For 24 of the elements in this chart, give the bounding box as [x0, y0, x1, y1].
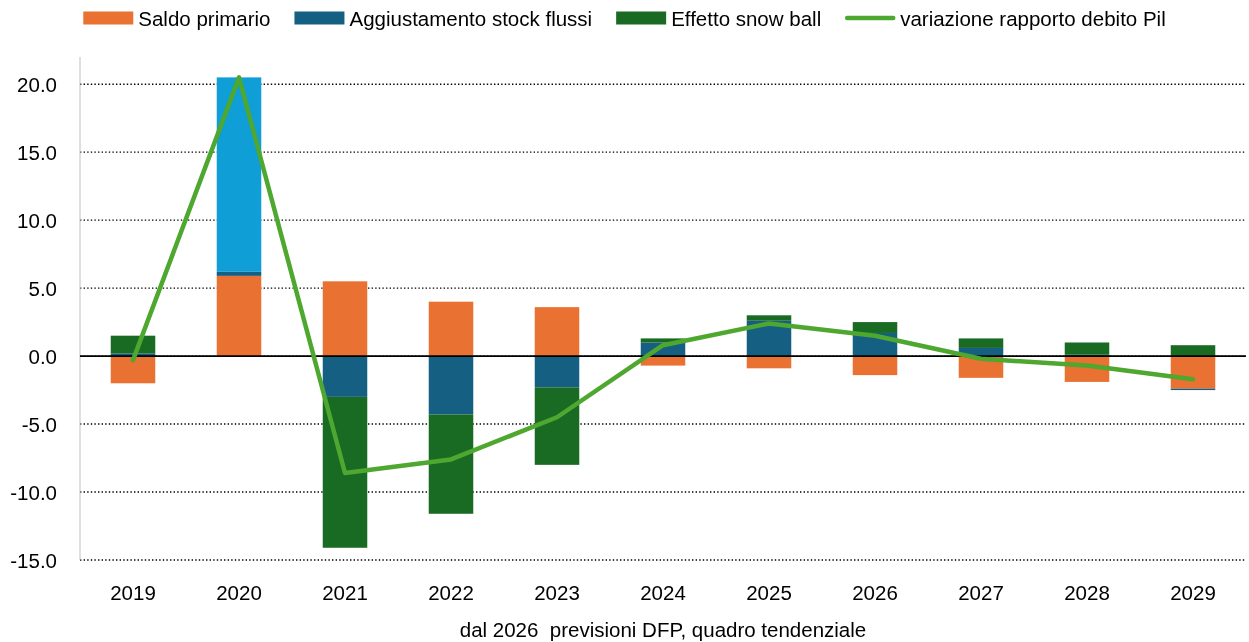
legend-label: Saldo primario [138, 6, 271, 30]
x-tick-label: 2020 [216, 580, 262, 604]
legend-label: Effetto snow ball [671, 6, 822, 30]
x-axis-title: dal 2026 previsioni DFP, quadro tendenziale [459, 617, 867, 641]
legend-label: variazione rapporto debito Pil [900, 6, 1166, 30]
y-tick-label: 0.0 [28, 344, 57, 368]
y-tick-label: -5.0 [21, 412, 57, 436]
y-tick-label: 5.0 [28, 276, 57, 300]
x-tick-label: 2019 [110, 580, 156, 604]
x-tick-label: 2023 [534, 580, 580, 604]
y-tick-label: -10.0 [10, 480, 57, 504]
legend-label: Aggiustamento stock flussi [349, 6, 593, 30]
y-tick-label: -15.0 [10, 548, 57, 572]
x-tick-label: 2022 [428, 580, 474, 604]
x-tick-label: 2024 [640, 580, 686, 604]
y-tick-label: 20.0 [17, 72, 57, 96]
y-tick-label: 15.0 [17, 140, 57, 164]
x-tick-label: 2021 [322, 580, 368, 604]
x-tick-label: 2029 [1170, 580, 1216, 604]
x-tick-label: 2025 [746, 580, 792, 604]
y-tick-label: 10.0 [17, 208, 57, 232]
x-tick-label: 2026 [852, 580, 898, 604]
x-tick-label: 2028 [1064, 580, 1110, 604]
x-tick-label: 2027 [958, 580, 1004, 604]
